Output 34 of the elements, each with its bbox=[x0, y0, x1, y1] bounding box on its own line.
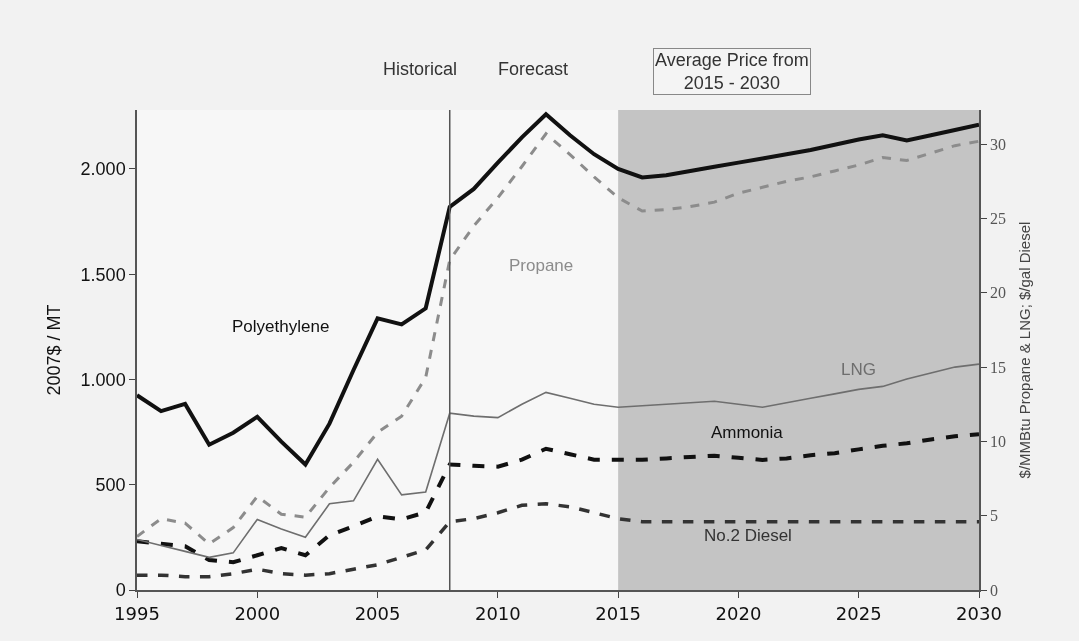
text: Forecast bbox=[498, 59, 569, 79]
line-series bbox=[137, 502, 979, 579]
text: Average Price from 2015 - 2030 bbox=[655, 50, 809, 94]
y2-tick-label: 0 bbox=[989, 581, 998, 599]
line-series bbox=[137, 132, 979, 546]
y2-tick-label: 25 bbox=[989, 210, 1006, 228]
y-tick-label: 1.500 bbox=[80, 264, 126, 285]
y2-tick-label: 20 bbox=[989, 284, 1006, 302]
y2-tick-label: 5 bbox=[989, 507, 998, 525]
y-axis-title: 2007$ / MT bbox=[44, 304, 65, 396]
line-series bbox=[137, 112, 979, 467]
x-tick-label: 2000 bbox=[234, 602, 281, 624]
y2-tick-label: 30 bbox=[989, 135, 1006, 153]
series-label: LNG bbox=[841, 360, 876, 379]
y2-tick-label: 10 bbox=[989, 432, 1006, 450]
x-tick-label: 2005 bbox=[354, 602, 401, 624]
y2-axis-title: $/MMBtu Propane & LNG; $/gal Diesel bbox=[1016, 221, 1034, 479]
text: Propane bbox=[509, 256, 574, 275]
x-tick-label: 2010 bbox=[474, 602, 521, 624]
y-tick-label: 2.000 bbox=[80, 159, 126, 180]
y-tick-label: 1.000 bbox=[80, 369, 126, 390]
x-tick-label: 2025 bbox=[835, 602, 882, 624]
x-tick-label: 2030 bbox=[956, 602, 1002, 624]
series-label: Ammonia bbox=[711, 423, 784, 442]
x-tick-label: 1995 bbox=[114, 602, 160, 624]
x-tick-label: 2015 bbox=[595, 602, 642, 624]
y-tick-label: 0 bbox=[115, 580, 126, 601]
y-tick-label: 500 bbox=[95, 475, 126, 496]
y2-tick-label: 15 bbox=[989, 358, 1006, 376]
line-series bbox=[137, 363, 979, 559]
series-label: No.2 Diesel bbox=[704, 526, 792, 545]
text: Polyethylene bbox=[232, 317, 330, 336]
x-tick-label: 2020 bbox=[715, 602, 762, 624]
text: Historical bbox=[383, 59, 458, 79]
